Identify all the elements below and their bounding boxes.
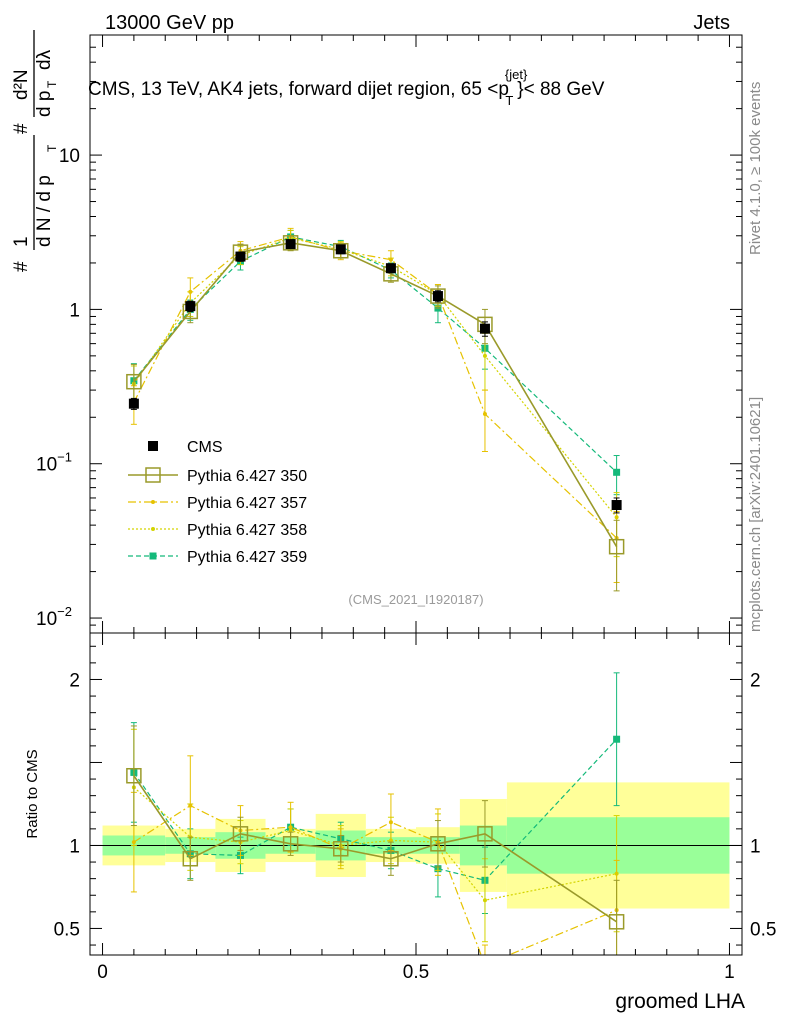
ratio-point-p350-5 bbox=[383, 850, 399, 867]
main-panel-frame bbox=[89, 34, 743, 634]
ratio-ytick-label-left-1: 1 bbox=[69, 836, 80, 857]
ylabel-denominator-3: dλ bbox=[34, 49, 55, 70]
ratio-ytick-label-left-0: 0.5 bbox=[54, 919, 80, 940]
ratio-point-p357-3 bbox=[288, 825, 293, 830]
x-tick-label-0: 0 bbox=[97, 962, 108, 983]
legend-label-p350: Pythia 6.427 350 bbox=[187, 468, 307, 485]
ylabel-denominator-1: d N / d p bbox=[34, 175, 55, 247]
mcplots-source-label: mcplots.cern.ch [arXiv:2401.10621] bbox=[747, 397, 764, 632]
main-point-p350-0 bbox=[126, 373, 142, 390]
header-beam: 13000 GeV pp bbox=[105, 12, 234, 34]
ratio-point-p350-8 bbox=[608, 914, 625, 930]
ylabel-denominator-sub-1: T bbox=[45, 144, 59, 152]
main-point-p350-8 bbox=[608, 538, 625, 555]
rivet-version-label: Rivet 4.1.0, ≥ 100k events bbox=[747, 82, 764, 255]
ratio-point-p357-1 bbox=[188, 803, 193, 808]
analysis-watermark: (CMS_2021_I1920187) bbox=[348, 592, 483, 607]
main-line-p357 bbox=[133, 236, 618, 539]
ratio-series-p350 bbox=[126, 725, 625, 955]
ratio-point-p350-4 bbox=[333, 841, 349, 857]
legend-label-p357: Pythia 6.427 357 bbox=[187, 495, 307, 512]
x-axis-label: groomed LHA bbox=[615, 990, 745, 1013]
main-point-cms-0 bbox=[128, 398, 139, 409]
main-point-cms-4 bbox=[335, 244, 346, 255]
ratio-point-p350-6 bbox=[430, 836, 446, 852]
legend-entry-cms: CMS bbox=[148, 439, 223, 456]
ylabel-hash-2: # bbox=[11, 123, 32, 134]
legend-label-p359: Pythia 6.427 359 bbox=[187, 549, 307, 566]
legend-entry-p358: Pythia 6.427 358 bbox=[128, 522, 307, 539]
x-tick-label-2: 1 bbox=[724, 962, 735, 983]
legend-marker-cms bbox=[148, 441, 158, 451]
main-ytick-label-0: 10−2 bbox=[36, 604, 72, 630]
main-ytick-label-3: 10 bbox=[59, 146, 80, 167]
main-point-p357-5 bbox=[388, 257, 393, 262]
main-line-p359 bbox=[133, 236, 618, 473]
ratio-point-p350-2 bbox=[232, 826, 249, 842]
ratio-point-p350-7 bbox=[477, 826, 493, 842]
ratio-ytick-label-right-1: 1 bbox=[750, 836, 761, 857]
legend-entry-p359: Pythia 6.427 359 bbox=[128, 549, 307, 566]
main-point-p350-6 bbox=[430, 288, 446, 304]
ratio-series-group bbox=[126, 672, 625, 967]
main-point-cms-5 bbox=[385, 263, 396, 274]
ratio-point-p350-3 bbox=[282, 836, 299, 852]
legend: CMS Pythia 6.427 350 Pythia 6.427 357 Pythi… bbox=[128, 439, 307, 566]
legend-label-cms: CMS bbox=[187, 439, 223, 456]
ratio-y-axis-label: Ratio to CMS bbox=[24, 749, 41, 838]
main-point-p358-7 bbox=[482, 353, 487, 358]
ratio-point-p357-5 bbox=[388, 820, 393, 825]
main-point-cms-2 bbox=[235, 251, 246, 262]
ratio-point-p358-7 bbox=[482, 898, 487, 903]
main-series-group bbox=[126, 227, 625, 592]
main-point-cms-3 bbox=[285, 239, 296, 250]
main-point-p350-3 bbox=[282, 235, 299, 251]
legend-entry-p350: Pythia 6.427 350 bbox=[128, 467, 307, 485]
x-tick-label-1: 0.5 bbox=[403, 962, 429, 983]
ratio-ytick-label-right-0: 0.5 bbox=[750, 919, 776, 940]
ratio-ytick-label-right-2: 2 bbox=[750, 670, 761, 691]
main-point-p357-7 bbox=[482, 411, 487, 416]
legend-marker-p350 bbox=[145, 467, 161, 483]
main-point-cms-6 bbox=[432, 291, 443, 302]
ylabel-denominator-2: d p bbox=[34, 91, 55, 117]
main-ytick-label-2: 1 bbox=[69, 300, 80, 321]
legend-marker-p359 bbox=[149, 552, 157, 560]
main-point-cms-7 bbox=[479, 323, 490, 334]
main-point-p357-1 bbox=[188, 289, 193, 294]
ratio-point-p359-8 bbox=[613, 735, 621, 743]
ratio-point-p350-1 bbox=[182, 850, 199, 867]
legend-marker-p358 bbox=[151, 527, 155, 531]
chart-title-end: }< 88 GeV bbox=[517, 79, 604, 100]
chart-title-sup: {jet} bbox=[505, 67, 528, 82]
chart-title-sub: T bbox=[505, 93, 513, 108]
ylabel-denominator-sub-2: T bbox=[45, 80, 59, 88]
header-process: Jets bbox=[693, 12, 730, 34]
legend-entry-p357: Pythia 6.427 357 bbox=[128, 495, 307, 512]
main-point-p350-4 bbox=[333, 242, 349, 259]
main-point-cms-8 bbox=[611, 500, 622, 511]
ylabel-numerator-1: 1 bbox=[11, 236, 32, 247]
ratio-ytick-label-left-2: 2 bbox=[69, 670, 80, 691]
ratio-point-p350-0 bbox=[126, 767, 142, 784]
legend-marker-p357 bbox=[151, 500, 155, 504]
main-point-p359-8 bbox=[613, 468, 621, 476]
chart-title-main: CMS, 13 TeV, AK4 jets, forward dijet reg… bbox=[88, 79, 509, 100]
main-series-cms bbox=[128, 239, 622, 514]
ratio-point-p357-7 bbox=[483, 963, 487, 967]
chart-title: CMS, 13 TeV, AK4 jets, forward dijet reg… bbox=[88, 67, 605, 108]
main-point-cms-1 bbox=[185, 301, 196, 312]
ylabel-hash-1: # bbox=[11, 261, 32, 272]
main-ytick-label-1: 10−1 bbox=[36, 450, 72, 476]
ylabel-numerator-2: d²N bbox=[11, 69, 32, 100]
ratio-point-p357-0 bbox=[131, 840, 136, 845]
legend-label-p358: Pythia 6.427 358 bbox=[187, 522, 307, 539]
